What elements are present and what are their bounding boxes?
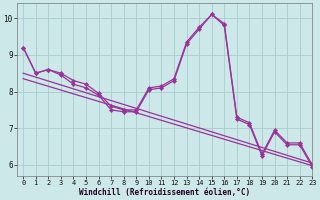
X-axis label: Windchill (Refroidissement éolien,°C): Windchill (Refroidissement éolien,°C) [79,188,250,197]
